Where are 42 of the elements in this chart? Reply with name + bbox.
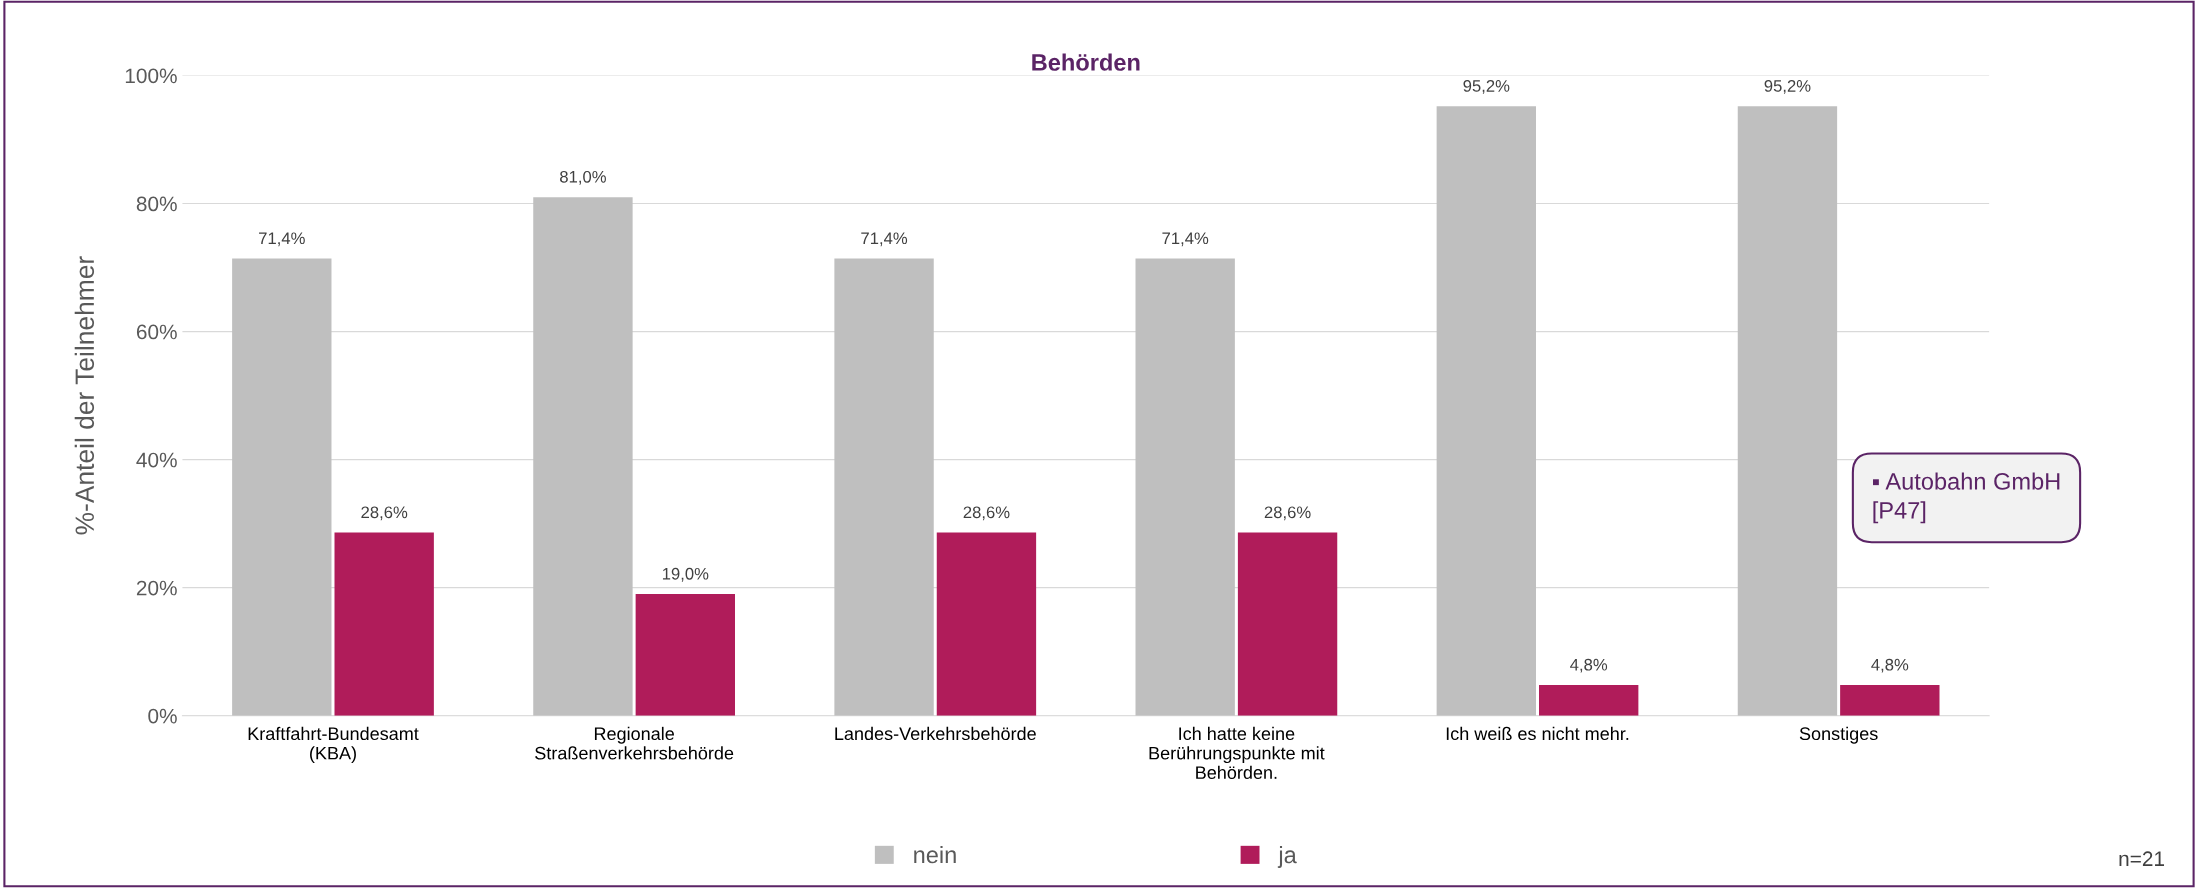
y-tick-label: 40% [136, 452, 177, 468]
bar [635, 594, 735, 716]
data-label: 4,8% [1570, 658, 1608, 673]
annotation: ▪ Autobahn GmbH [P47] [1873, 472, 2060, 524]
x-tick-label: Regionale Straßenverkehrsbehörde [535, 726, 734, 760]
x-tick-label: Ich weiß es nicht mehr. [1446, 726, 1629, 741]
bar [334, 532, 434, 716]
bar [834, 258, 934, 716]
data-label: 4,8% [1871, 658, 1909, 673]
data-label: 81,0% [560, 170, 606, 185]
bar [1539, 685, 1639, 716]
y-axis-title: %-Anteil der Teilnehmer [74, 256, 95, 535]
legend-label: nein [914, 845, 956, 864]
data-label: 28,6% [1264, 506, 1311, 521]
data-label: 71,4% [259, 232, 305, 247]
y-tick-label: 100% [125, 68, 177, 84]
y-tick-label: 0% [148, 708, 177, 724]
bar [533, 197, 633, 716]
data-label: 19,0% [662, 567, 709, 582]
bar [1436, 106, 1536, 716]
bar [1737, 106, 1838, 716]
data-label: 95,2% [1463, 80, 1510, 94]
data-label: 28,6% [963, 506, 1010, 521]
data-label: 28,6% [361, 506, 408, 521]
data-label: 71,4% [861, 232, 908, 247]
x-tick-label: Sonstiges [1799, 726, 1878, 744]
y-tick-label: 20% [136, 580, 177, 596]
data-label: 95,2% [1764, 80, 1811, 94]
bar [936, 532, 1037, 716]
y-tick-label: 60% [136, 324, 177, 340]
bar [232, 258, 332, 716]
chart-title: Behörden [1032, 53, 1140, 71]
text: n=21 [2119, 851, 2165, 866]
legend-label: ja [1277, 845, 1297, 868]
data-label: 71,4% [1162, 232, 1209, 247]
bar [1237, 532, 1338, 716]
bar [1135, 258, 1235, 716]
x-tick-label: Ich hatte keine Berührungspunkte mit Behörden. [1149, 726, 1325, 779]
bar [1840, 685, 1940, 716]
y-tick-label: 80% [136, 196, 177, 212]
x-tick-label: Kraftfahrt-Bundesamt (KBA) [248, 726, 419, 764]
x-tick-label: Landes-Verkehrsbehörde [835, 726, 1036, 741]
